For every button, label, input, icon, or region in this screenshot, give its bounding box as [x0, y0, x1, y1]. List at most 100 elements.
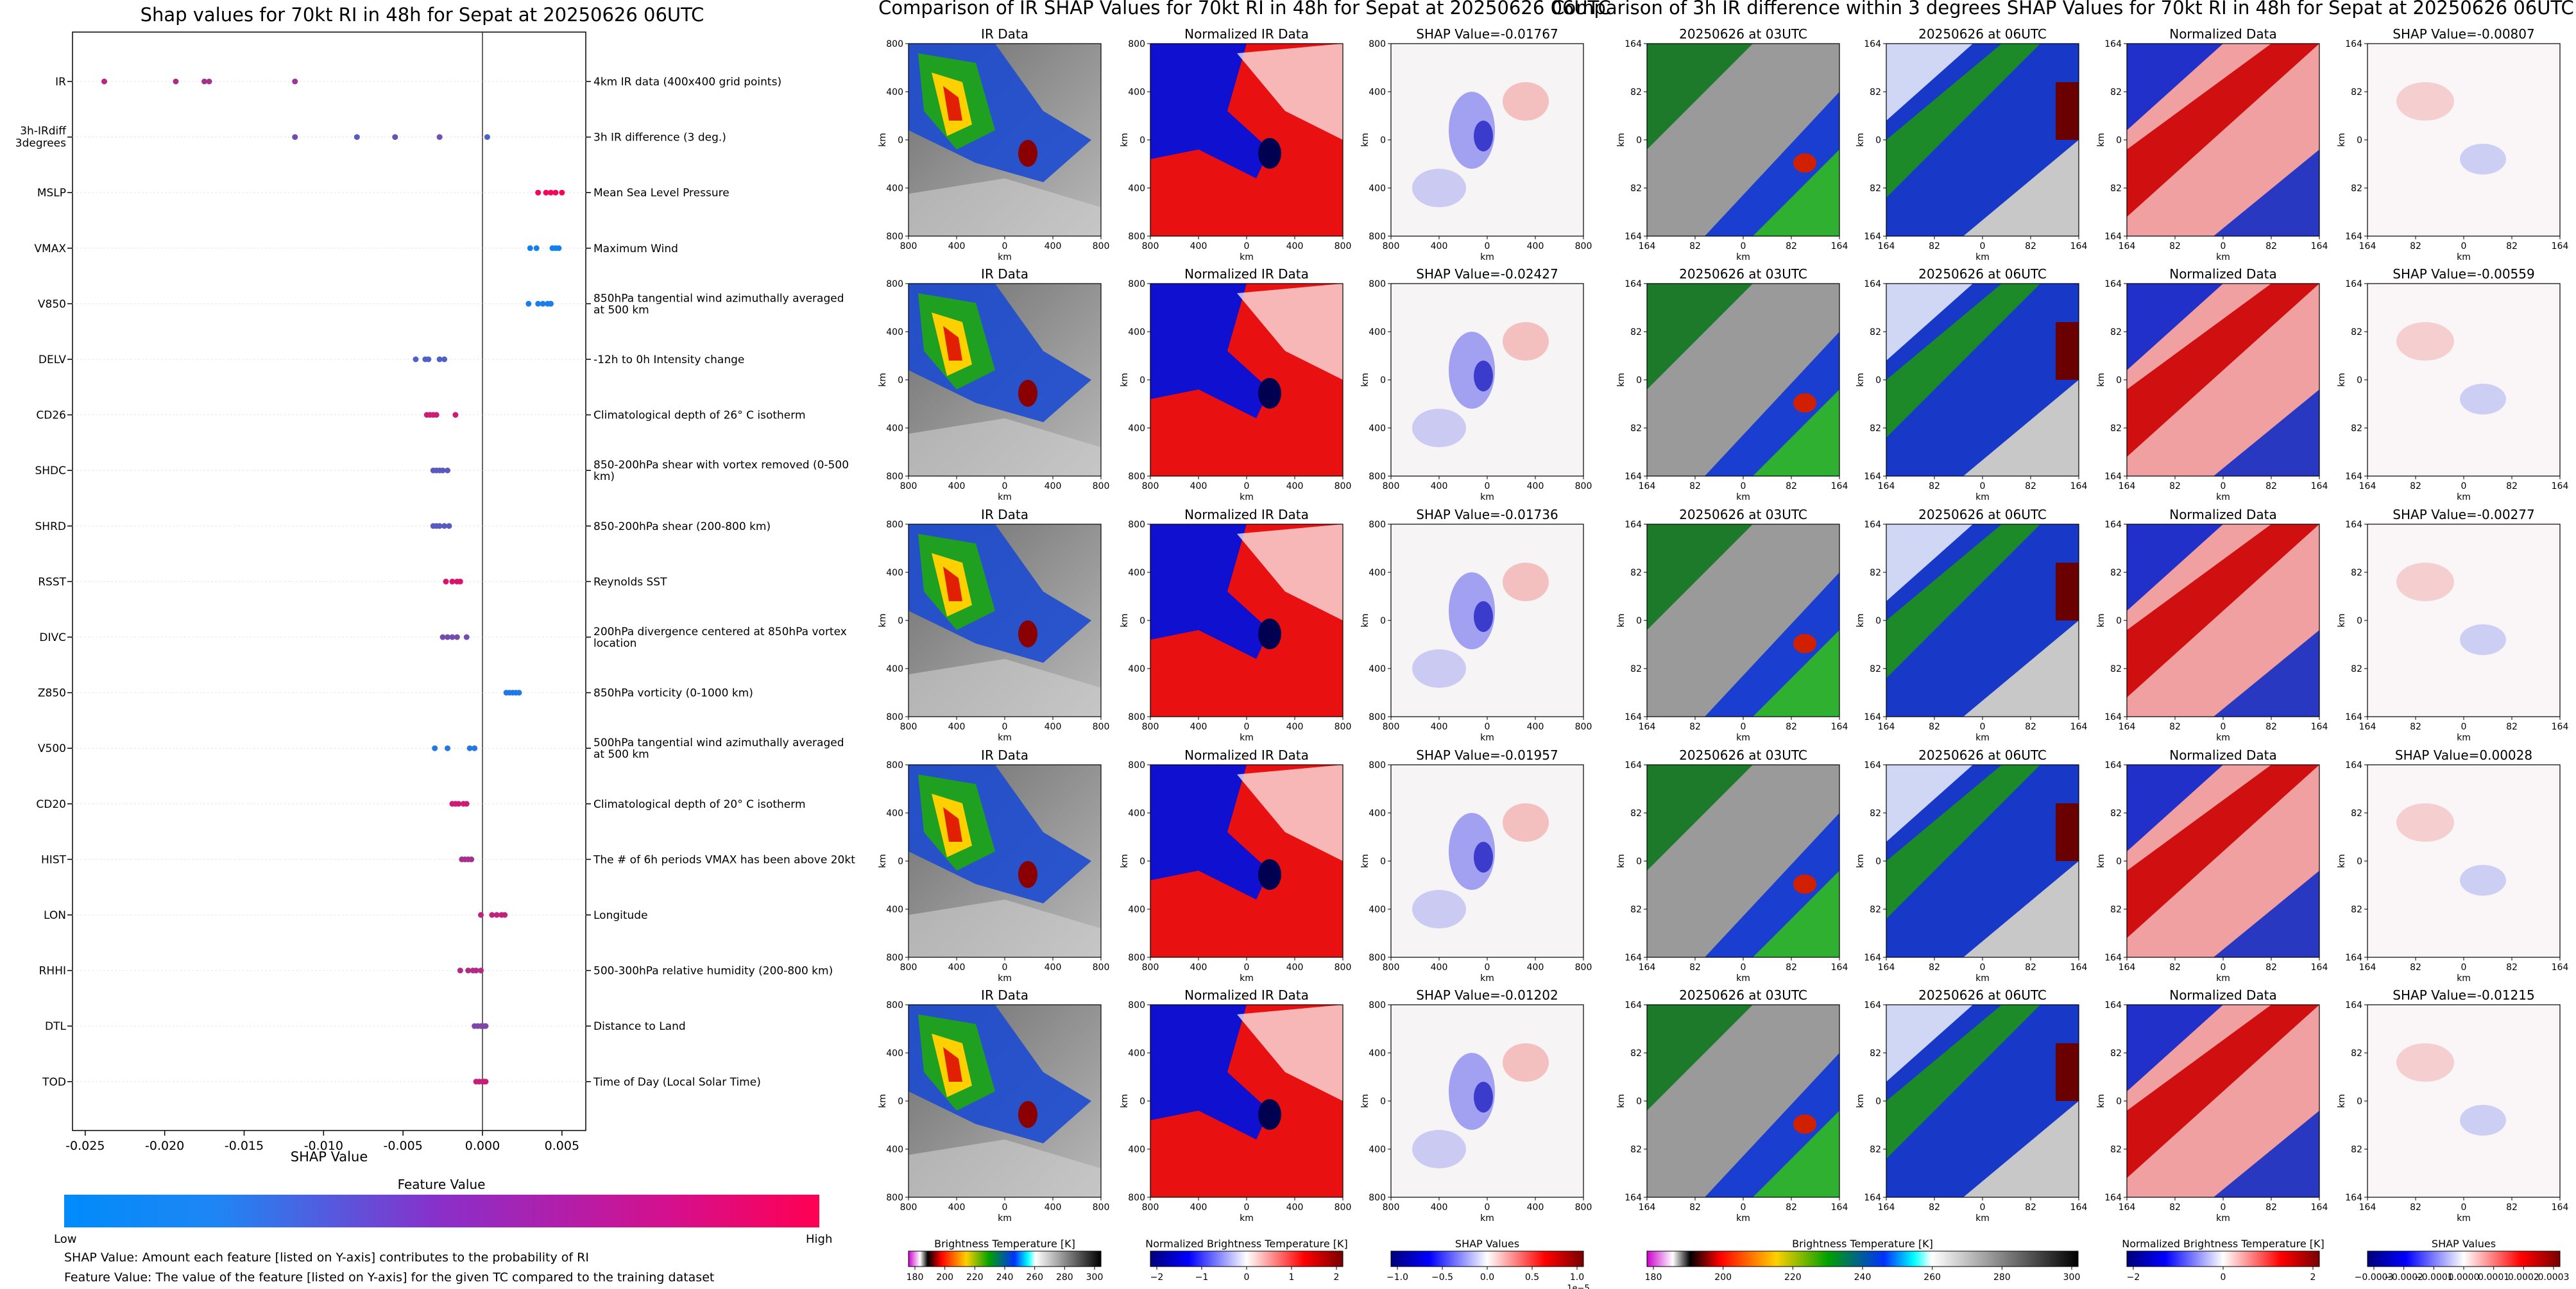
colorbar-tick-label: 180: [907, 1272, 924, 1283]
ir6-image: [1886, 1004, 2079, 1198]
x-axis-label: km: [2457, 733, 2471, 743]
shap-x-axis-label: SHAP Value: [291, 1149, 368, 1165]
panel-title: 20250626 at 06UTC: [1918, 266, 2047, 282]
shap-point: [413, 356, 419, 363]
feature-name-label: V850: [38, 298, 66, 311]
y-tick-label: 800: [1128, 760, 1145, 771]
x-tick-label: 82: [2169, 722, 2181, 732]
feature-name-label: DELV: [38, 354, 66, 366]
x-tick-label: 164: [2311, 1202, 2328, 1213]
x-tick-label: 800: [1575, 481, 1592, 491]
shap-negative-core: [1474, 361, 1493, 391]
x-tick-label: 82: [1929, 962, 1940, 973]
norm-neutral-region: [1237, 765, 1343, 861]
ir6-hot-edge: [2056, 1043, 2079, 1101]
y-tick-label: 400: [886, 905, 903, 915]
norm-storm-core: [1258, 1099, 1281, 1130]
shap-point: [445, 467, 451, 474]
panel-title: 20250626 at 03UTC: [1679, 987, 1807, 1003]
y-axis-label: km: [1360, 1094, 1370, 1108]
y-tick-label: 400: [886, 327, 903, 337]
colorbar-label: SHAP Values: [2432, 1238, 2496, 1250]
shap-point: [432, 745, 438, 751]
shap-point: [173, 78, 179, 85]
ir6-image: [1886, 524, 2079, 717]
y-tick-label: 400: [886, 1145, 903, 1155]
feature-name-label: 3h-IRdiff 3degrees: [15, 125, 67, 150]
shap-point: [482, 1023, 489, 1029]
x-tick-label: 400: [1286, 481, 1304, 491]
feature-description-line: km): [593, 470, 615, 483]
clear-sky-region: [908, 900, 1101, 957]
x-tick-label: 800: [900, 722, 917, 732]
x-tick-label: 82: [1689, 722, 1701, 732]
shap3-negative-region: [2460, 144, 2506, 175]
ir3-image: [1646, 764, 1840, 958]
x-tick-label: 800: [1142, 722, 1159, 732]
x-tick-label: 164: [2070, 722, 2088, 732]
x-tick-label: 82: [2025, 722, 2036, 732]
y-tick-label: 0: [2116, 1097, 2122, 1107]
y-tick-label: 82: [2351, 664, 2362, 674]
colorbar-tick-label: 2: [1334, 1272, 1340, 1283]
y-axis-label: km: [1616, 854, 1626, 868]
y-tick-label: 0: [2116, 375, 2122, 386]
y-tick-label: 800: [1369, 712, 1386, 722]
x-tick-label: 400: [1431, 962, 1448, 973]
shap-positive-region: [1503, 803, 1549, 842]
shap-summary-plot: Shap values for 70kt RI in 48h for Sepat…: [15, 4, 855, 1285]
x-axis-label: km: [2216, 733, 2230, 743]
x-tick-label: 800: [1142, 481, 1159, 491]
x-tick-label: 400: [1045, 962, 1062, 973]
x-tick-label: 82: [1929, 722, 1940, 732]
shap-negative-core: [1474, 121, 1493, 151]
y-axis-label: km: [1120, 373, 1130, 387]
x-tick-label: 164: [1639, 962, 1656, 973]
y-tick-label: 164: [1625, 279, 1642, 289]
feature-name-label: CD26: [36, 409, 66, 422]
feature-value-colorbar: [64, 1195, 819, 1227]
x-tick-label: 0: [1244, 481, 1250, 491]
y-tick-label: 82: [1630, 184, 1642, 194]
shap3-background: [2367, 44, 2560, 236]
ir6-band-gray: [1963, 1101, 2079, 1197]
y-tick-label: 0: [1636, 857, 1642, 867]
feature-name-label: DTL: [45, 1020, 66, 1033]
x-tick-label: 0: [1244, 241, 1250, 252]
panel-title: Normalized IR Data: [1184, 507, 1309, 522]
cloud-band-hot: [943, 567, 962, 601]
colorbar-tick-label: 0.0: [1480, 1272, 1494, 1283]
y-tick-label: 0: [898, 616, 903, 626]
y-tick-label: 82: [1870, 664, 1881, 674]
shap-point: [436, 523, 443, 529]
x-tick-label: 800: [1383, 241, 1400, 252]
y-tick-label: 164: [2104, 232, 2122, 242]
x-tick-label: 800: [900, 241, 917, 252]
x-tick-label: 82: [2169, 241, 2181, 252]
colorbar-gradient: [2367, 1251, 2561, 1267]
panel-title: Normalized Data: [2169, 987, 2277, 1003]
y-tick-label: 800: [1128, 232, 1145, 242]
shap-point: [559, 189, 565, 196]
shap-point: [463, 634, 470, 640]
y-tick-label: 0: [898, 135, 903, 146]
y-tick-label: 0: [898, 375, 903, 386]
colorbar-tick-label: 0.0000: [2448, 1272, 2480, 1283]
feature-description-label: 500hPa tangential wind azimuthally avera…: [593, 737, 844, 761]
x-tick-label: 800: [1383, 722, 1400, 732]
x-axis-label: km: [2216, 1213, 2230, 1224]
y-tick-label: 800: [886, 760, 903, 771]
y-tick-label: 82: [2110, 1145, 2122, 1155]
feature-description-line: at 500 km: [593, 303, 649, 316]
panel-title: IR Data: [981, 507, 1028, 522]
y-tick-label: 400: [1128, 184, 1145, 194]
shap3-background: [2367, 524, 2560, 717]
y-tick-label: 800: [886, 39, 903, 49]
y-tick-label: 400: [1369, 423, 1386, 434]
